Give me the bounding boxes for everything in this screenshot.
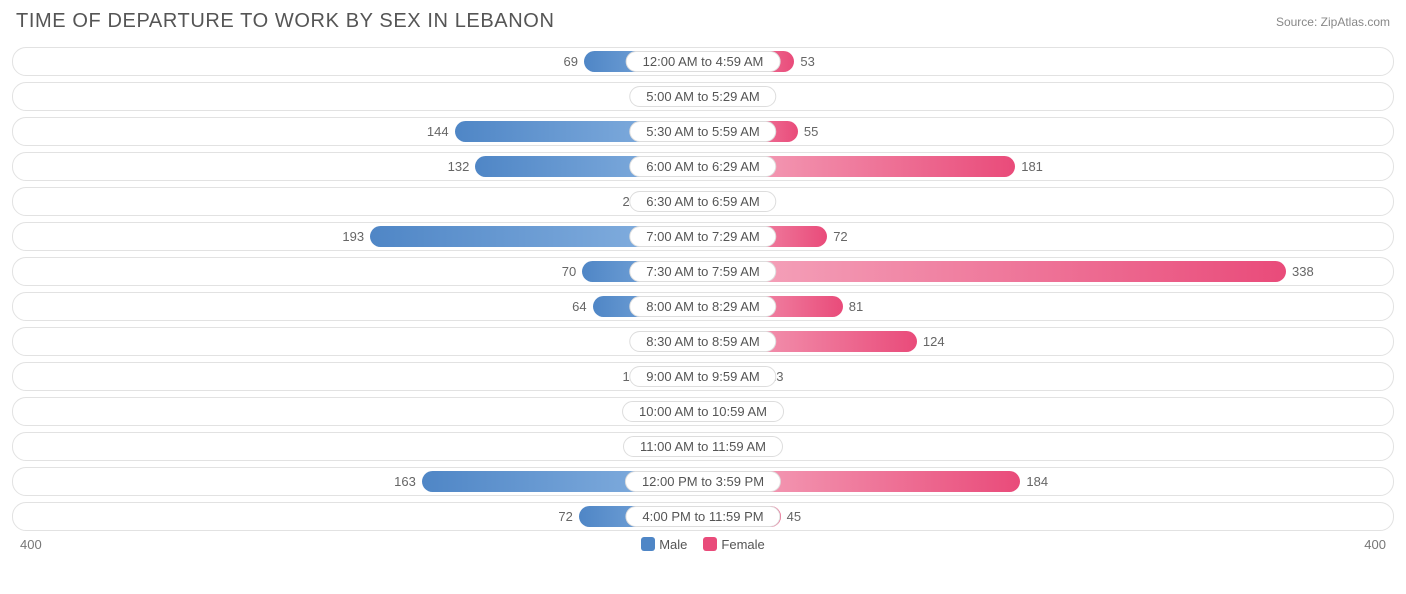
- chart-row: 72 45 4:00 PM to 11:59 PM: [12, 502, 1394, 531]
- female-value: 124: [923, 328, 945, 355]
- chart-row: 505:00 AM to 5:29 AM: [12, 82, 1394, 111]
- female-value: 181: [1021, 153, 1043, 180]
- legend-female-swatch: [703, 537, 717, 551]
- category-label: 8:30 AM to 8:59 AM: [629, 331, 776, 352]
- female-value: 338: [1292, 258, 1314, 285]
- chart-row: 70 338 7:30 AM to 7:59 AM: [12, 257, 1394, 286]
- category-label: 6:30 AM to 6:59 AM: [629, 191, 776, 212]
- male-value: 72: [558, 503, 572, 530]
- legend-male-label: Male: [659, 537, 687, 552]
- legend-male: Male: [641, 537, 687, 552]
- male-value: 69: [564, 48, 578, 75]
- chart-row: 144 55 5:30 AM to 5:59 AM: [12, 117, 1394, 146]
- category-label: 12:00 PM to 3:59 PM: [625, 471, 781, 492]
- male-value: 163: [394, 468, 416, 495]
- chart-legend: Male Female: [641, 537, 765, 552]
- female-bar: [703, 261, 1286, 282]
- legend-female: Female: [703, 537, 764, 552]
- row-inner: 70 338 7:30 AM to 7:59 AM: [13, 258, 1393, 285]
- row-inner: 01248:30 AM to 8:59 AM: [13, 328, 1393, 355]
- row-inner: 193 72 7:00 AM to 7:29 AM: [13, 223, 1393, 250]
- chart-row: 01248:30 AM to 8:59 AM: [12, 327, 1394, 356]
- female-value: 184: [1026, 468, 1048, 495]
- category-label: 6:00 AM to 6:29 AM: [629, 156, 776, 177]
- female-value: 81: [849, 293, 863, 320]
- male-value: 144: [427, 118, 449, 145]
- row-inner: 14139:00 AM to 9:59 AM: [13, 363, 1393, 390]
- category-label: 7:00 AM to 7:29 AM: [629, 226, 776, 247]
- chart-row: 14139:00 AM to 9:59 AM: [12, 362, 1394, 391]
- male-value: 64: [572, 293, 586, 320]
- category-label: 4:00 PM to 11:59 PM: [625, 506, 780, 527]
- category-label: 12:00 AM to 4:59 AM: [626, 51, 781, 72]
- chart-row: 8010:00 AM to 10:59 AM: [12, 397, 1394, 426]
- row-inner: 64 81 8:00 AM to 8:29 AM: [13, 293, 1393, 320]
- chart-row: 163 184 12:00 PM to 3:59 PM: [12, 467, 1394, 496]
- category-label: 5:30 AM to 5:59 AM: [629, 121, 776, 142]
- category-label: 10:00 AM to 10:59 AM: [622, 401, 784, 422]
- category-label: 7:30 AM to 7:59 AM: [629, 261, 776, 282]
- female-value: 72: [833, 223, 847, 250]
- male-value: 132: [448, 153, 470, 180]
- chart-row: 0011:00 AM to 11:59 AM: [12, 432, 1394, 461]
- axis-right-label: 400: [1364, 537, 1386, 552]
- chart-rows: 69 53 12:00 AM to 4:59 AM 505:00 AM to 5:29…: [12, 47, 1394, 531]
- female-value: 53: [800, 48, 814, 75]
- female-value: 55: [804, 118, 818, 145]
- axis-left-label: 400: [20, 537, 42, 552]
- legend-male-swatch: [641, 537, 655, 551]
- category-label: 8:00 AM to 8:29 AM: [629, 296, 776, 317]
- row-inner: 0011:00 AM to 11:59 AM: [13, 433, 1393, 460]
- row-inner: 163 184 12:00 PM to 3:59 PM: [13, 468, 1393, 495]
- category-label: 11:00 AM to 11:59 AM: [623, 436, 783, 457]
- row-inner: 505:00 AM to 5:29 AM: [13, 83, 1393, 110]
- category-label: 5:00 AM to 5:29 AM: [629, 86, 776, 107]
- chart-footer: 400 Male Female 400: [12, 537, 1394, 552]
- row-inner: 8010:00 AM to 10:59 AM: [13, 398, 1393, 425]
- female-value: 45: [787, 503, 801, 530]
- row-inner: 69 53 12:00 AM to 4:59 AM: [13, 48, 1393, 75]
- row-inner: 72 45 4:00 PM to 11:59 PM: [13, 503, 1393, 530]
- legend-female-label: Female: [721, 537, 764, 552]
- chart-row: 64 81 8:00 AM to 8:29 AM: [12, 292, 1394, 321]
- category-label: 9:00 AM to 9:59 AM: [629, 366, 776, 387]
- chart-title: TIME OF DEPARTURE TO WORK BY SEX IN LEBA…: [16, 10, 555, 33]
- male-value: 193: [342, 223, 364, 250]
- chart-row: 2996:30 AM to 6:59 AM: [12, 187, 1394, 216]
- chart-row: 132 181 6:00 AM to 6:29 AM: [12, 152, 1394, 181]
- chart-header: TIME OF DEPARTURE TO WORK BY SEX IN LEBA…: [12, 10, 1394, 33]
- row-inner: 2996:30 AM to 6:59 AM: [13, 188, 1393, 215]
- male-value: 70: [562, 258, 576, 285]
- chart-container: TIME OF DEPARTURE TO WORK BY SEX IN LEBA…: [0, 0, 1406, 558]
- chart-row: 69 53 12:00 AM to 4:59 AM: [12, 47, 1394, 76]
- chart-source: Source: ZipAtlas.com: [1276, 15, 1390, 29]
- chart-row: 193 72 7:00 AM to 7:29 AM: [12, 222, 1394, 251]
- row-inner: 132 181 6:00 AM to 6:29 AM: [13, 153, 1393, 180]
- row-inner: 144 55 5:30 AM to 5:59 AM: [13, 118, 1393, 145]
